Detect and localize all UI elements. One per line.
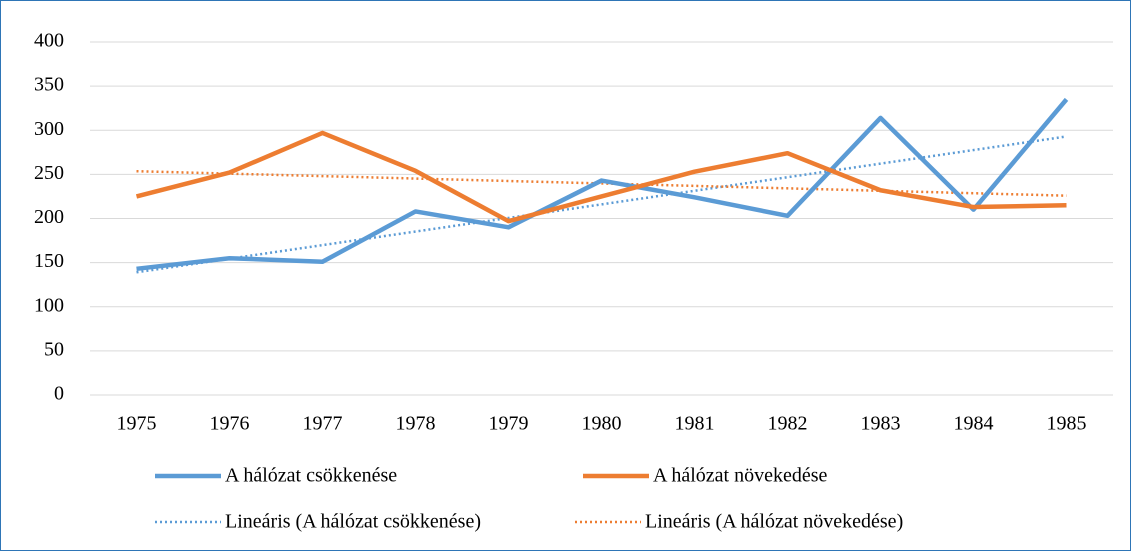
legend-label: A hálózat csökkenése (225, 465, 397, 487)
x-tick-label: 1985 (1047, 413, 1087, 435)
x-tick-label: 1981 (675, 413, 715, 435)
y-tick-label: 100 (34, 294, 64, 316)
y-tick-label: 350 (34, 74, 64, 96)
legend-label: Lineáris (A hálózat növekedése) (645, 511, 903, 533)
y-tick-label: 200 (34, 206, 64, 228)
y-tick-label: 150 (34, 250, 64, 272)
trend-line (136, 169, 1067, 197)
x-tick-label: 1983 (861, 413, 901, 435)
x-tick-label: 1984 (954, 413, 994, 435)
x-tick-label: 1979 (489, 413, 529, 435)
x-tick-label: 1982 (768, 413, 808, 435)
x-tick-label: 1977 (303, 413, 343, 435)
y-tick-label: 0 (54, 383, 64, 405)
legend-label: Lineáris (A hálózat csökkenése) (225, 511, 481, 533)
series-line (135, 130, 1067, 224)
x-tick-label: 1975 (117, 413, 157, 435)
x-tick-label: 1976 (210, 413, 250, 435)
legend-label: A hálózat növekedése (653, 465, 827, 487)
y-tick-label: 400 (34, 30, 64, 52)
y-tick-label: 50 (44, 338, 64, 360)
series-line (136, 97, 1069, 272)
trend-line (136, 135, 1067, 274)
x-tick-label: 1978 (396, 413, 436, 435)
y-tick-label: 250 (34, 162, 64, 184)
y-tick-label: 300 (34, 118, 64, 140)
x-tick-label: 1980 (582, 413, 622, 435)
